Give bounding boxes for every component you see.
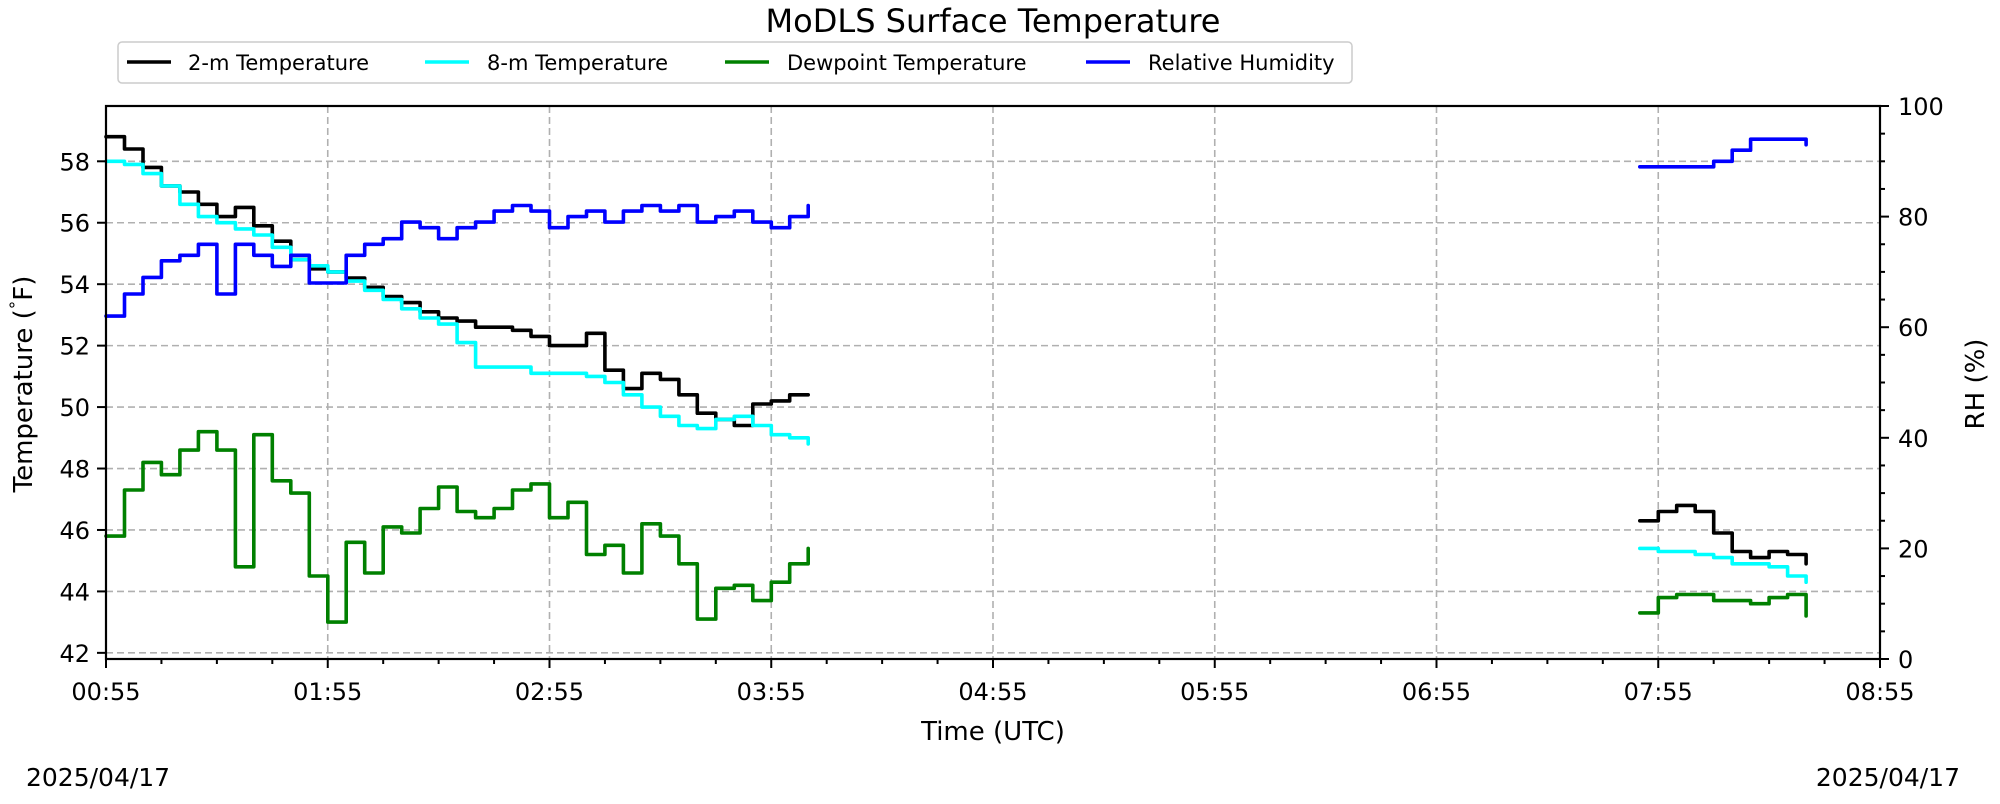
series-line-dewpoint-temperature [104,429,810,624]
x-axis-label: Time (UTC) [920,717,1065,747]
legend: 2-m Temperature 8-m Temperature Dewpoint… [117,41,1353,84]
series-line-2-m-temperature [104,134,810,428]
y-axis-left-label-degree: ° [7,301,27,310]
x-tick-label: 03:55 [737,678,806,706]
series-line-relative-humidity [104,203,810,318]
y-left-tick-label: 48 [59,456,90,484]
series-line-2-m-temperature [1638,503,1808,566]
y-right-tick-label: 20 [1898,535,1929,563]
y-axis-left-label-start: Temperature ( [9,309,39,493]
x-tick-label: 05:55 [1180,678,1249,706]
chart-title: MoDLS Surface Temperature [766,2,1221,40]
series-line-relative-humidity [1638,137,1808,169]
y-axis-right-label: RH (%) [1961,339,1991,430]
x-tick-label: 07:55 [1624,678,1693,706]
legend-label-8m-temperature: 8-m Temperature [487,51,668,75]
series-line-dewpoint-temperature [1638,592,1808,618]
y-axis-left-label: Temperature (°F) [7,276,39,494]
y-left-tick-label: 56 [59,210,90,238]
y-left-tick-label: 44 [59,578,90,606]
y-left-tick-label: 54 [59,271,90,299]
y-right-tick-label: 0 [1898,646,1913,674]
legend-label-relative-humidity: Relative Humidity [1148,51,1335,75]
series-line-8-m-temperature [104,159,810,446]
date-left: 2025/04/17 [26,763,170,792]
x-tick-label: 08:55 [1845,678,1914,706]
series-line-8-m-temperature [1638,546,1808,584]
y-left-tick-label: 46 [59,517,90,545]
series-layer [104,134,1808,624]
y-right-tick-label: 100 [1898,93,1944,121]
legend-label-dewpoint-temperature: Dewpoint Temperature [787,51,1027,75]
x-tick-label: 00:55 [71,678,140,706]
x-tick-label: 02:55 [515,678,584,706]
y-left-tick-label: 42 [59,640,90,668]
x-tick-label: 01:55 [293,678,362,706]
y-right-tick-label: 80 [1898,204,1929,232]
x-tick-label: 04:55 [958,678,1027,706]
y-right-tick-label: 40 [1898,425,1929,453]
x-tick-label: 06:55 [1402,678,1471,706]
tick-layer: 00:55 01:55 02:55 03:55 04:55 05:55 06:55 07:55… [59,93,1943,706]
y-left-tick-label: 50 [59,394,90,422]
y-axis-left-label-end: F) [9,276,39,301]
grid-layer [106,106,1880,659]
date-right: 2025/04/17 [1816,763,1960,792]
legend-label-2m-temperature: 2-m Temperature [188,51,369,75]
y-left-tick-label: 52 [59,333,90,361]
y-right-tick-label: 60 [1898,314,1929,342]
y-left-tick-label: 58 [59,148,90,176]
